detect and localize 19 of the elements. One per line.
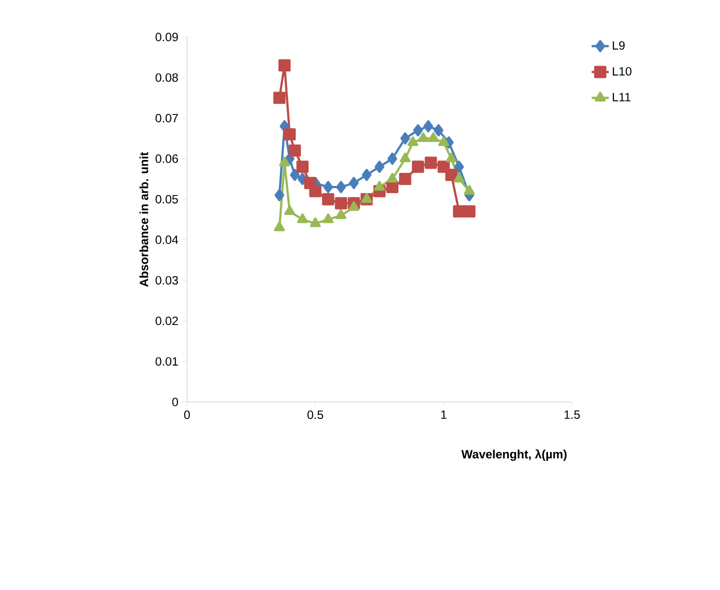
y-tick-label: 0.01 bbox=[156, 357, 178, 366]
x-tick-label: 1 bbox=[441, 410, 446, 419]
y-axis-title: Absorbance in arb. unit bbox=[139, 152, 148, 287]
y-tick-label: 0.04 bbox=[156, 236, 178, 244]
y-tick-label: 0.02 bbox=[156, 316, 178, 326]
x-tick-label: 0.5 bbox=[307, 410, 324, 420]
y-tick-label: 0.07 bbox=[156, 114, 178, 122]
x-tick-label: 0 bbox=[184, 410, 190, 420]
y-tick-label: 0.06 bbox=[156, 154, 178, 163]
x-tick-label: 1.5 bbox=[564, 410, 580, 419]
y-tick-label: 0 bbox=[172, 398, 178, 406]
y-tick-label: 0.09 bbox=[156, 32, 178, 42]
x-axis-title: Wavelenght, λ(µm) bbox=[461, 449, 567, 461]
y-tick-label: 0.08 bbox=[156, 73, 178, 82]
legend-label: L9 bbox=[612, 41, 625, 50]
legend-label: L10 bbox=[612, 67, 632, 76]
legend-label: L11 bbox=[612, 92, 630, 102]
y-tick-label: 0.03 bbox=[156, 276, 178, 285]
y-tick-label: 0.05 bbox=[156, 194, 178, 204]
